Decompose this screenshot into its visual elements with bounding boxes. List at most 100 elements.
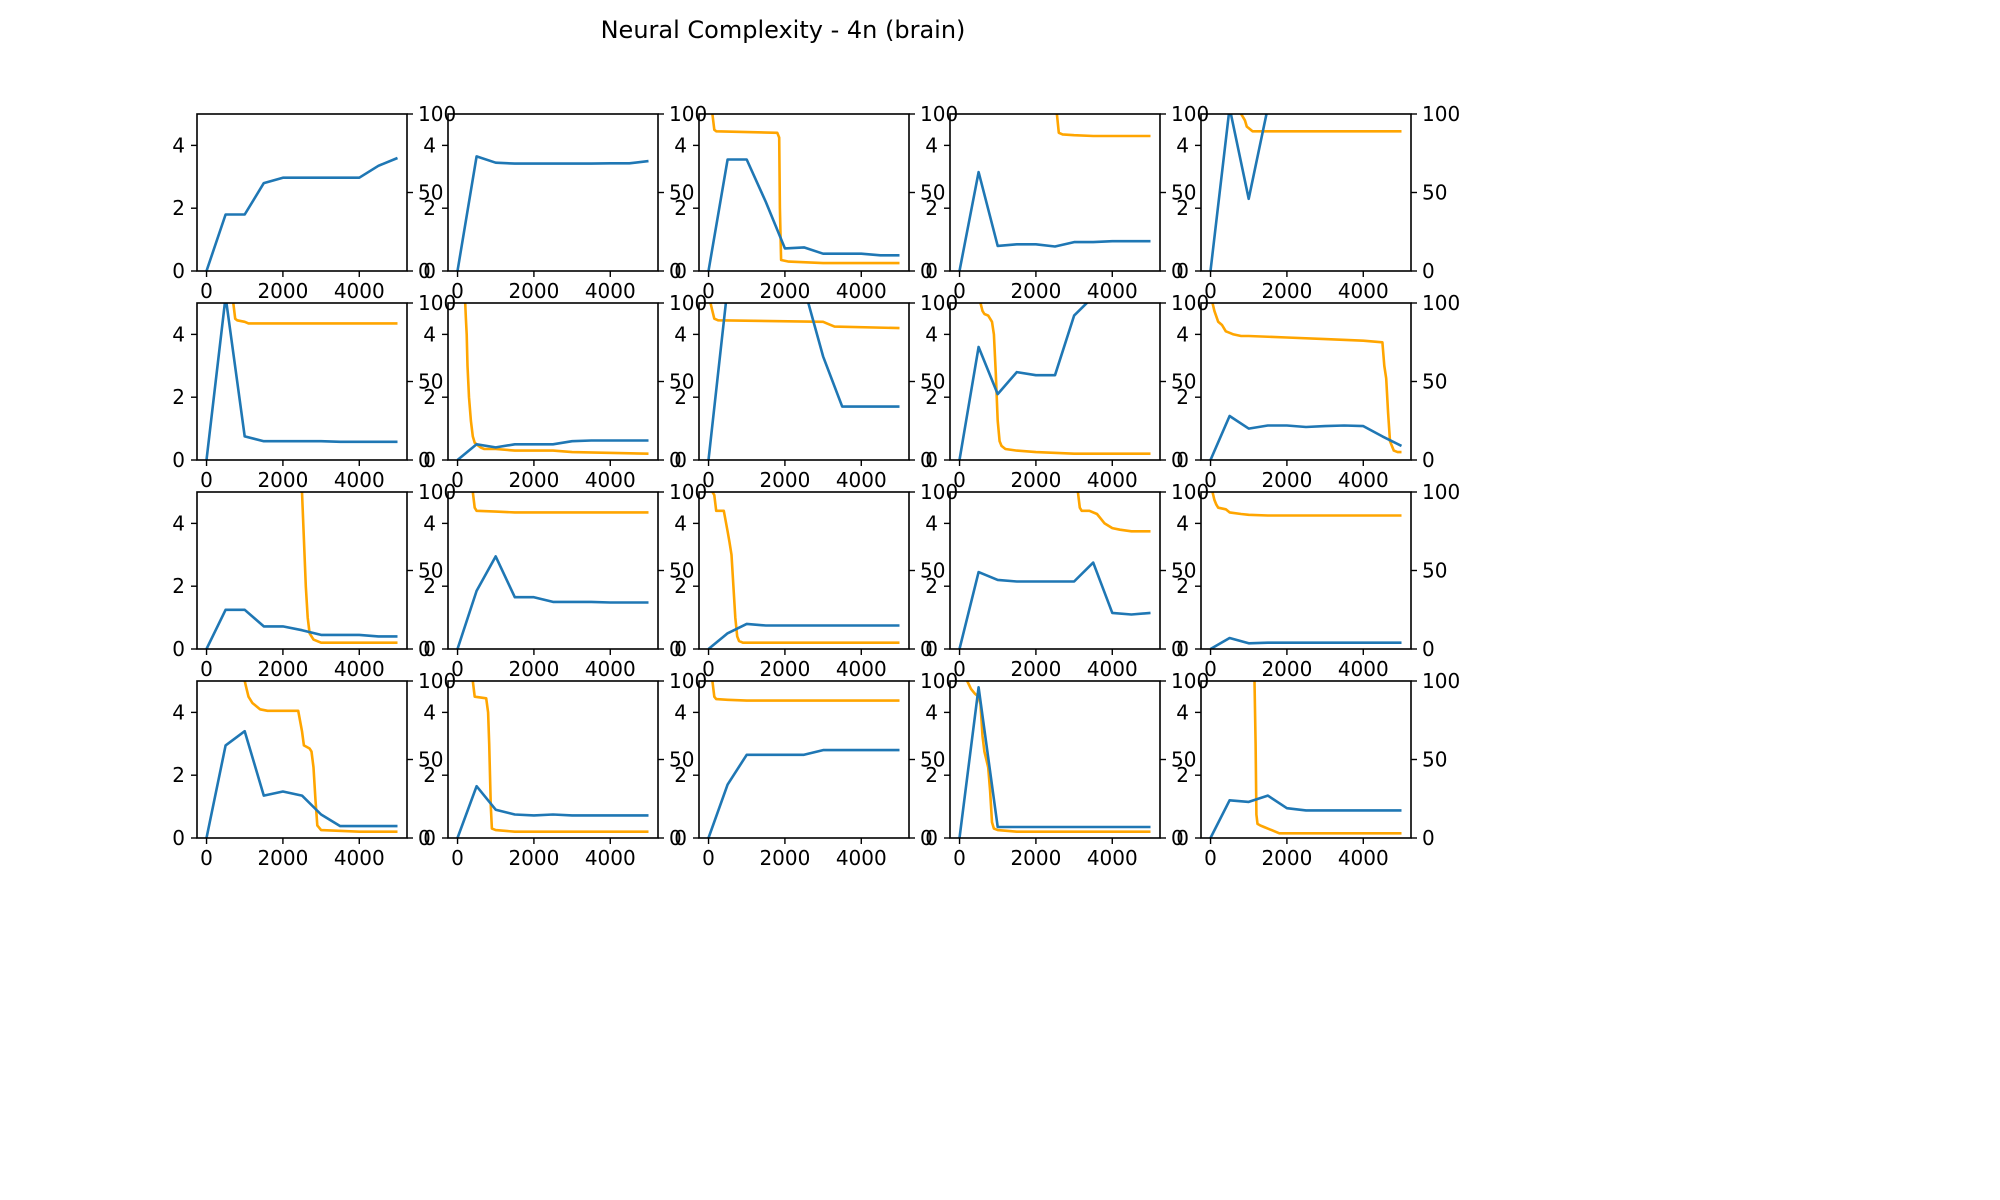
- series-line-secondary: [471, 492, 649, 514]
- y-tick-label-left: 4: [925, 133, 938, 157]
- y-tick-label-right: 100: [1422, 669, 1460, 693]
- figure: Neural Complexity - 4n (brain) 0 2000 4000…: [172, 16, 1460, 870]
- y-tick-label-left: 0: [925, 826, 938, 850]
- series-line-secondary: [979, 303, 1151, 456]
- y-tick-label-left: 2: [674, 196, 687, 220]
- x-tick-label: 2000: [1010, 468, 1061, 492]
- y-tick-label-left: 4: [1176, 322, 1189, 346]
- x-tick-label: 4000: [1338, 279, 1389, 303]
- x-tick-label: 0: [451, 468, 464, 492]
- y-tick-label-left: 4: [172, 511, 185, 535]
- y-tick-label-left: 0: [423, 637, 436, 661]
- series-line-secondary: [1211, 492, 1402, 517]
- x-tick-label: 0: [200, 468, 213, 492]
- y-tick-label-right: 50: [669, 748, 694, 772]
- series-line-secondary: [1253, 681, 1402, 835]
- x-tick-label: 2000: [508, 468, 559, 492]
- x-tick-label: 4000: [1338, 657, 1389, 681]
- x-tick-label: 2000: [1010, 657, 1061, 681]
- subplot-20: 0 2000 4000 0 2 4 0 50 100: [1176, 669, 1460, 870]
- y-tick-label-left: 4: [172, 322, 185, 346]
- y-tick-label-left: 0: [674, 448, 687, 472]
- series-line-secondary: [300, 492, 398, 645]
- x-tick-label: 0: [451, 279, 464, 303]
- series-line-secondary: [1076, 492, 1151, 533]
- series-line-complexity: [1209, 794, 1402, 838]
- x-tick-label: 4000: [1338, 846, 1389, 870]
- x-tick-label: 4000: [1087, 657, 1138, 681]
- y-tick-label-left: 4: [674, 322, 687, 346]
- axes-frame: [196, 113, 408, 272]
- x-tick-label: 0: [200, 846, 213, 870]
- y-tick-label-right: 0: [418, 826, 431, 850]
- y-tick-label-left: 4: [423, 322, 436, 346]
- y-tick-label-right: 50: [920, 181, 945, 205]
- y-tick-label-left: 4: [423, 700, 436, 724]
- series-line-complexity: [958, 685, 1151, 838]
- series-line-complexity: [707, 303, 900, 460]
- y-tick-label-right: 50: [418, 559, 443, 583]
- x-tick-label: 4000: [585, 279, 636, 303]
- x-tick-label: 0: [953, 657, 966, 681]
- y-tick-label-right: 50: [669, 559, 694, 583]
- subplot-10: 0 2000 4000 0 2 4 0 50 100: [1176, 291, 1460, 492]
- y-tick-label-left: 2: [1176, 574, 1189, 598]
- x-tick-label: 0: [702, 279, 715, 303]
- x-tick-label: 2000: [508, 279, 559, 303]
- x-tick-label: 0: [1204, 468, 1217, 492]
- y-tick-label-left: 0: [674, 826, 687, 850]
- y-tick-label-left: 0: [674, 259, 687, 283]
- axes-frame: [447, 113, 659, 272]
- axes-frame: [1200, 113, 1412, 272]
- axes-frame: [698, 680, 910, 839]
- x-tick-label: 0: [953, 846, 966, 870]
- series-line-secondary: [1239, 114, 1402, 133]
- y-tick-label-right: 50: [920, 748, 945, 772]
- y-tick-label-left: 0: [925, 637, 938, 661]
- y-tick-label-right: 0: [1171, 826, 1184, 850]
- y-tick-label-left: 2: [674, 763, 687, 787]
- series-line-secondary: [711, 681, 900, 702]
- series-line-secondary: [711, 114, 900, 265]
- y-tick-label-left: 2: [925, 763, 938, 787]
- x-tick-label: 0: [1204, 657, 1217, 681]
- x-tick-label: 2000: [1261, 468, 1312, 492]
- y-tick-label-right: 50: [920, 370, 945, 394]
- y-tick-label-left: 2: [423, 196, 436, 220]
- subplot-15: 0 2000 4000 0 2 4 0 50 100: [1176, 480, 1460, 681]
- y-tick-label-left: 2: [925, 196, 938, 220]
- y-tick-label-right: 50: [1422, 181, 1447, 205]
- x-tick-label: 2000: [1261, 846, 1312, 870]
- y-tick-label-left: 0: [1176, 826, 1189, 850]
- y-tick-label-left: 0: [423, 448, 436, 472]
- y-tick-label-left: 2: [172, 385, 185, 409]
- x-tick-label: 2000: [508, 846, 559, 870]
- y-tick-label-left: 4: [925, 700, 938, 724]
- x-tick-label: 0: [1204, 846, 1217, 870]
- y-tick-label-left: 0: [925, 448, 938, 472]
- x-tick-label: 4000: [585, 657, 636, 681]
- series-line-complexity: [456, 555, 649, 649]
- y-tick-label-right: 0: [1171, 448, 1184, 472]
- y-tick-label-left: 4: [925, 322, 938, 346]
- y-tick-label-left: 4: [423, 133, 436, 157]
- y-tick-label-right: 50: [1422, 370, 1447, 394]
- y-tick-label-left: 4: [674, 700, 687, 724]
- y-tick-label-right: 50: [669, 181, 694, 205]
- y-tick-label-right: 0: [1422, 826, 1435, 850]
- x-tick-label: 2000: [508, 657, 559, 681]
- x-tick-label: 4000: [836, 657, 887, 681]
- y-tick-label-left: 4: [172, 700, 185, 724]
- axes-frame: [949, 302, 1161, 461]
- x-tick-label: 2000: [257, 279, 308, 303]
- y-tick-label-left: 4: [674, 133, 687, 157]
